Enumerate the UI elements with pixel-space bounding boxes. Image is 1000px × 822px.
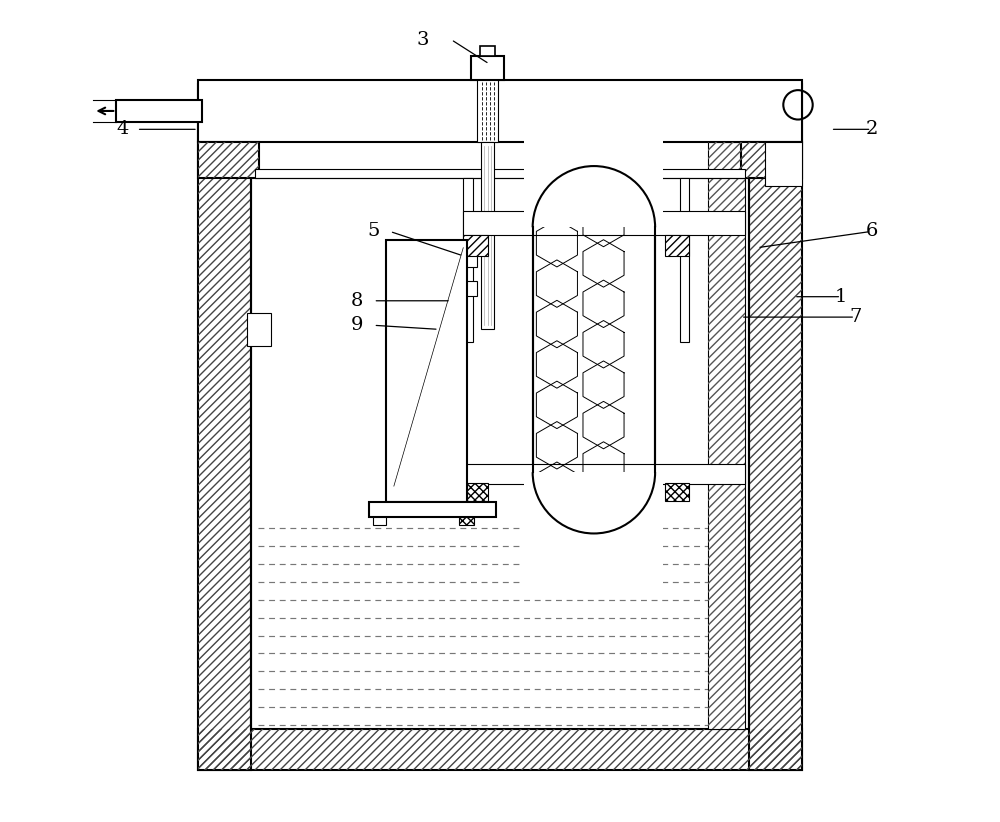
Bar — [463, 483, 488, 501]
Text: 3: 3 — [416, 30, 429, 48]
Bar — [198, 729, 802, 770]
Bar — [741, 141, 802, 178]
Bar — [524, 105, 663, 228]
Bar — [480, 46, 495, 56]
Bar — [708, 141, 745, 729]
Bar — [463, 464, 745, 484]
Bar — [459, 517, 474, 525]
Bar — [459, 252, 477, 267]
Text: 5: 5 — [367, 223, 380, 240]
Bar — [255, 169, 745, 178]
Bar — [373, 517, 386, 525]
Bar — [463, 211, 745, 235]
Bar — [708, 141, 745, 729]
Bar — [463, 235, 488, 256]
Bar — [665, 235, 689, 256]
Bar — [471, 56, 504, 81]
Text: 7: 7 — [849, 308, 861, 326]
Bar — [533, 228, 655, 472]
Bar — [477, 79, 498, 141]
Bar — [386, 239, 467, 502]
Bar — [198, 85, 251, 770]
Bar — [198, 141, 259, 178]
Bar — [749, 85, 802, 770]
Bar — [198, 81, 802, 141]
Bar — [524, 472, 663, 594]
Bar — [369, 502, 496, 517]
Text: 4: 4 — [117, 120, 129, 138]
Bar — [247, 313, 271, 346]
Bar — [665, 483, 689, 501]
Bar — [198, 729, 802, 770]
Bar — [459, 281, 477, 296]
Text: 9: 9 — [351, 316, 363, 335]
Bar — [198, 85, 251, 770]
Bar — [749, 85, 802, 770]
Text: 1: 1 — [835, 288, 847, 306]
Text: 6: 6 — [865, 223, 878, 240]
Bar — [116, 100, 202, 122]
Bar — [765, 141, 802, 187]
Bar — [741, 141, 802, 178]
Bar — [533, 228, 655, 472]
Bar — [481, 141, 494, 330]
Bar — [463, 178, 473, 342]
Text: 2: 2 — [865, 120, 878, 138]
Text: 8: 8 — [351, 292, 363, 310]
Bar — [198, 141, 259, 178]
Bar — [680, 178, 689, 342]
